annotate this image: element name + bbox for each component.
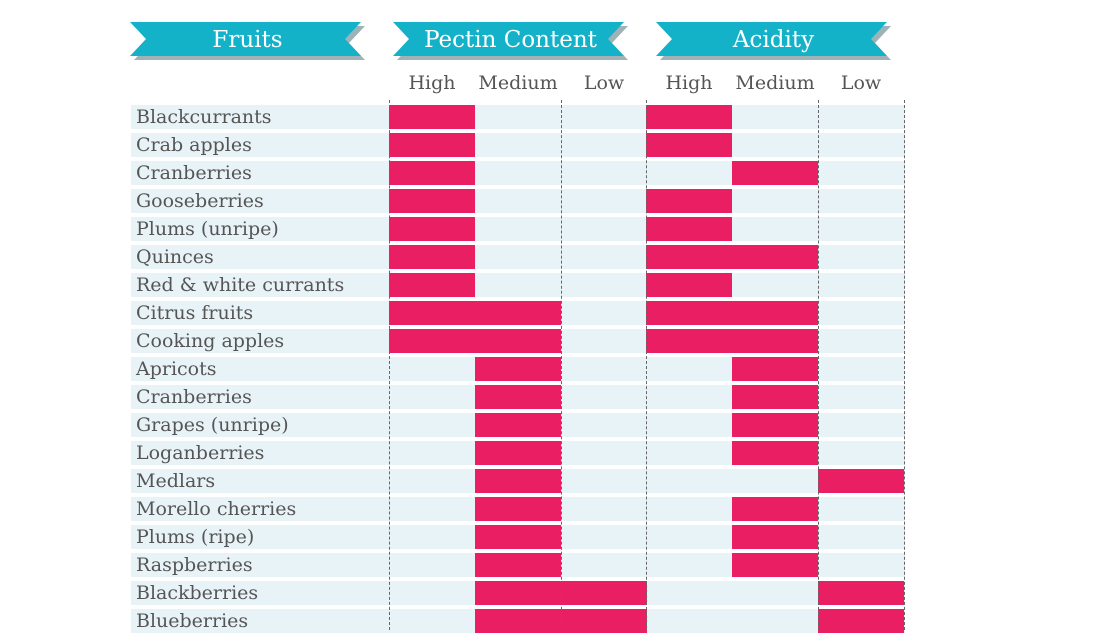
pectin-bar: [389, 301, 475, 325]
acidity-bar: [646, 301, 732, 325]
fruits-header-label: Fruits: [212, 27, 283, 53]
pectin-bar: [389, 105, 475, 129]
acidity-bar: [732, 525, 818, 549]
pectin-header-label: Pectin Content: [424, 27, 597, 53]
fruits-header-banner: Fruits: [130, 22, 365, 60]
fruit-label: Loganberries: [136, 442, 265, 464]
acidity-bar: [646, 273, 732, 297]
acidity-bar: [646, 217, 732, 241]
banner-ribbon-shape: [130, 22, 365, 60]
column-divider: [389, 100, 390, 630]
fruit-label: Apricots: [136, 358, 217, 380]
pectin-bar: [475, 497, 561, 521]
acidity-bar: [818, 609, 904, 633]
pectin-high-label: High: [408, 72, 456, 94]
pectin-bar: [475, 469, 561, 493]
pectin-bar: [475, 609, 561, 633]
pectin-bar: [475, 357, 561, 381]
pectin-medium-label: Medium: [478, 72, 558, 94]
fruit-label: Red & white currants: [136, 274, 345, 296]
banner-ribbon-shape: [656, 22, 891, 60]
acidity-low-label: Low: [840, 72, 882, 94]
pectin-bar: [475, 301, 561, 325]
pectin-bar: [389, 133, 475, 157]
column-divider: [818, 100, 819, 630]
acidity-header-label: Acidity: [732, 27, 815, 53]
fruit-label: Crab apples: [136, 134, 252, 156]
fruit-label: Cooking apples: [136, 330, 285, 352]
pectin-bar: [475, 525, 561, 549]
pectin-bar: [475, 581, 561, 605]
banner-ribbon-shape: [393, 22, 628, 60]
fruit-label: Blackberries: [136, 582, 259, 604]
acidity-bar: [646, 133, 732, 157]
pectin-bar: [389, 189, 475, 213]
fruit-label: Morello cherries: [136, 498, 297, 520]
fruit-label: Gooseberries: [136, 190, 264, 212]
acidity-bar: [646, 105, 732, 129]
fruit-label: Quinces: [136, 246, 214, 268]
column-divider: [561, 100, 562, 630]
fruit-label: Raspberries: [136, 554, 253, 576]
fruit-label: Cranberries: [136, 162, 252, 184]
pectin-bar: [389, 329, 475, 353]
column-divider: [904, 100, 905, 630]
fruit-label: Plums (ripe): [136, 526, 255, 548]
fruit-label: Blueberries: [136, 610, 249, 632]
acidity-bar: [732, 161, 818, 185]
pectin-low-label: Low: [583, 72, 625, 94]
acidity-high-label: High: [665, 72, 713, 94]
acidity-bar: [732, 385, 818, 409]
table-row: [131, 133, 905, 157]
acidity-bar: [732, 301, 818, 325]
pectin-bar: [475, 553, 561, 577]
acidity-header-banner: Acidity: [656, 22, 891, 60]
pectin-header-banner: Pectin Content: [393, 22, 628, 60]
fruit-label: Blackcurrants: [136, 106, 272, 128]
table-row: [131, 273, 905, 297]
acidity-bar: [732, 357, 818, 381]
acidity-bar: [818, 469, 904, 493]
acidity-bar: [732, 329, 818, 353]
pectin-bar: [389, 245, 475, 269]
acidity-bar: [732, 497, 818, 521]
fruit-label: Citrus fruits: [136, 302, 254, 324]
pectin-bar: [561, 609, 647, 633]
column-divider: [646, 100, 647, 630]
table-row: [131, 217, 905, 241]
acidity-bar: [646, 189, 732, 213]
pectin-bar: [475, 329, 561, 353]
pectin-bar: [475, 413, 561, 437]
acidity-bar: [732, 245, 818, 269]
acidity-bar: [732, 553, 818, 577]
fruit-label: Grapes (unripe): [136, 414, 289, 436]
table-row: [131, 105, 905, 129]
acidity-bar: [732, 441, 818, 465]
pectin-bar: [561, 581, 647, 605]
pectin-bar: [389, 217, 475, 241]
acidity-bar: [646, 245, 732, 269]
acidity-bar: [818, 581, 904, 605]
acidity-medium-label: Medium: [735, 72, 815, 94]
pectin-bar: [475, 441, 561, 465]
fruit-label: Plums (unripe): [136, 218, 279, 240]
fruit-label: Cranberries: [136, 386, 252, 408]
acidity-bar: [646, 329, 732, 353]
acidity-bar: [732, 413, 818, 437]
pectin-bar: [475, 385, 561, 409]
table-row: [131, 189, 905, 213]
pectin-bar: [389, 273, 475, 297]
fruit-label: Medlars: [136, 470, 216, 492]
pectin-bar: [389, 161, 475, 185]
